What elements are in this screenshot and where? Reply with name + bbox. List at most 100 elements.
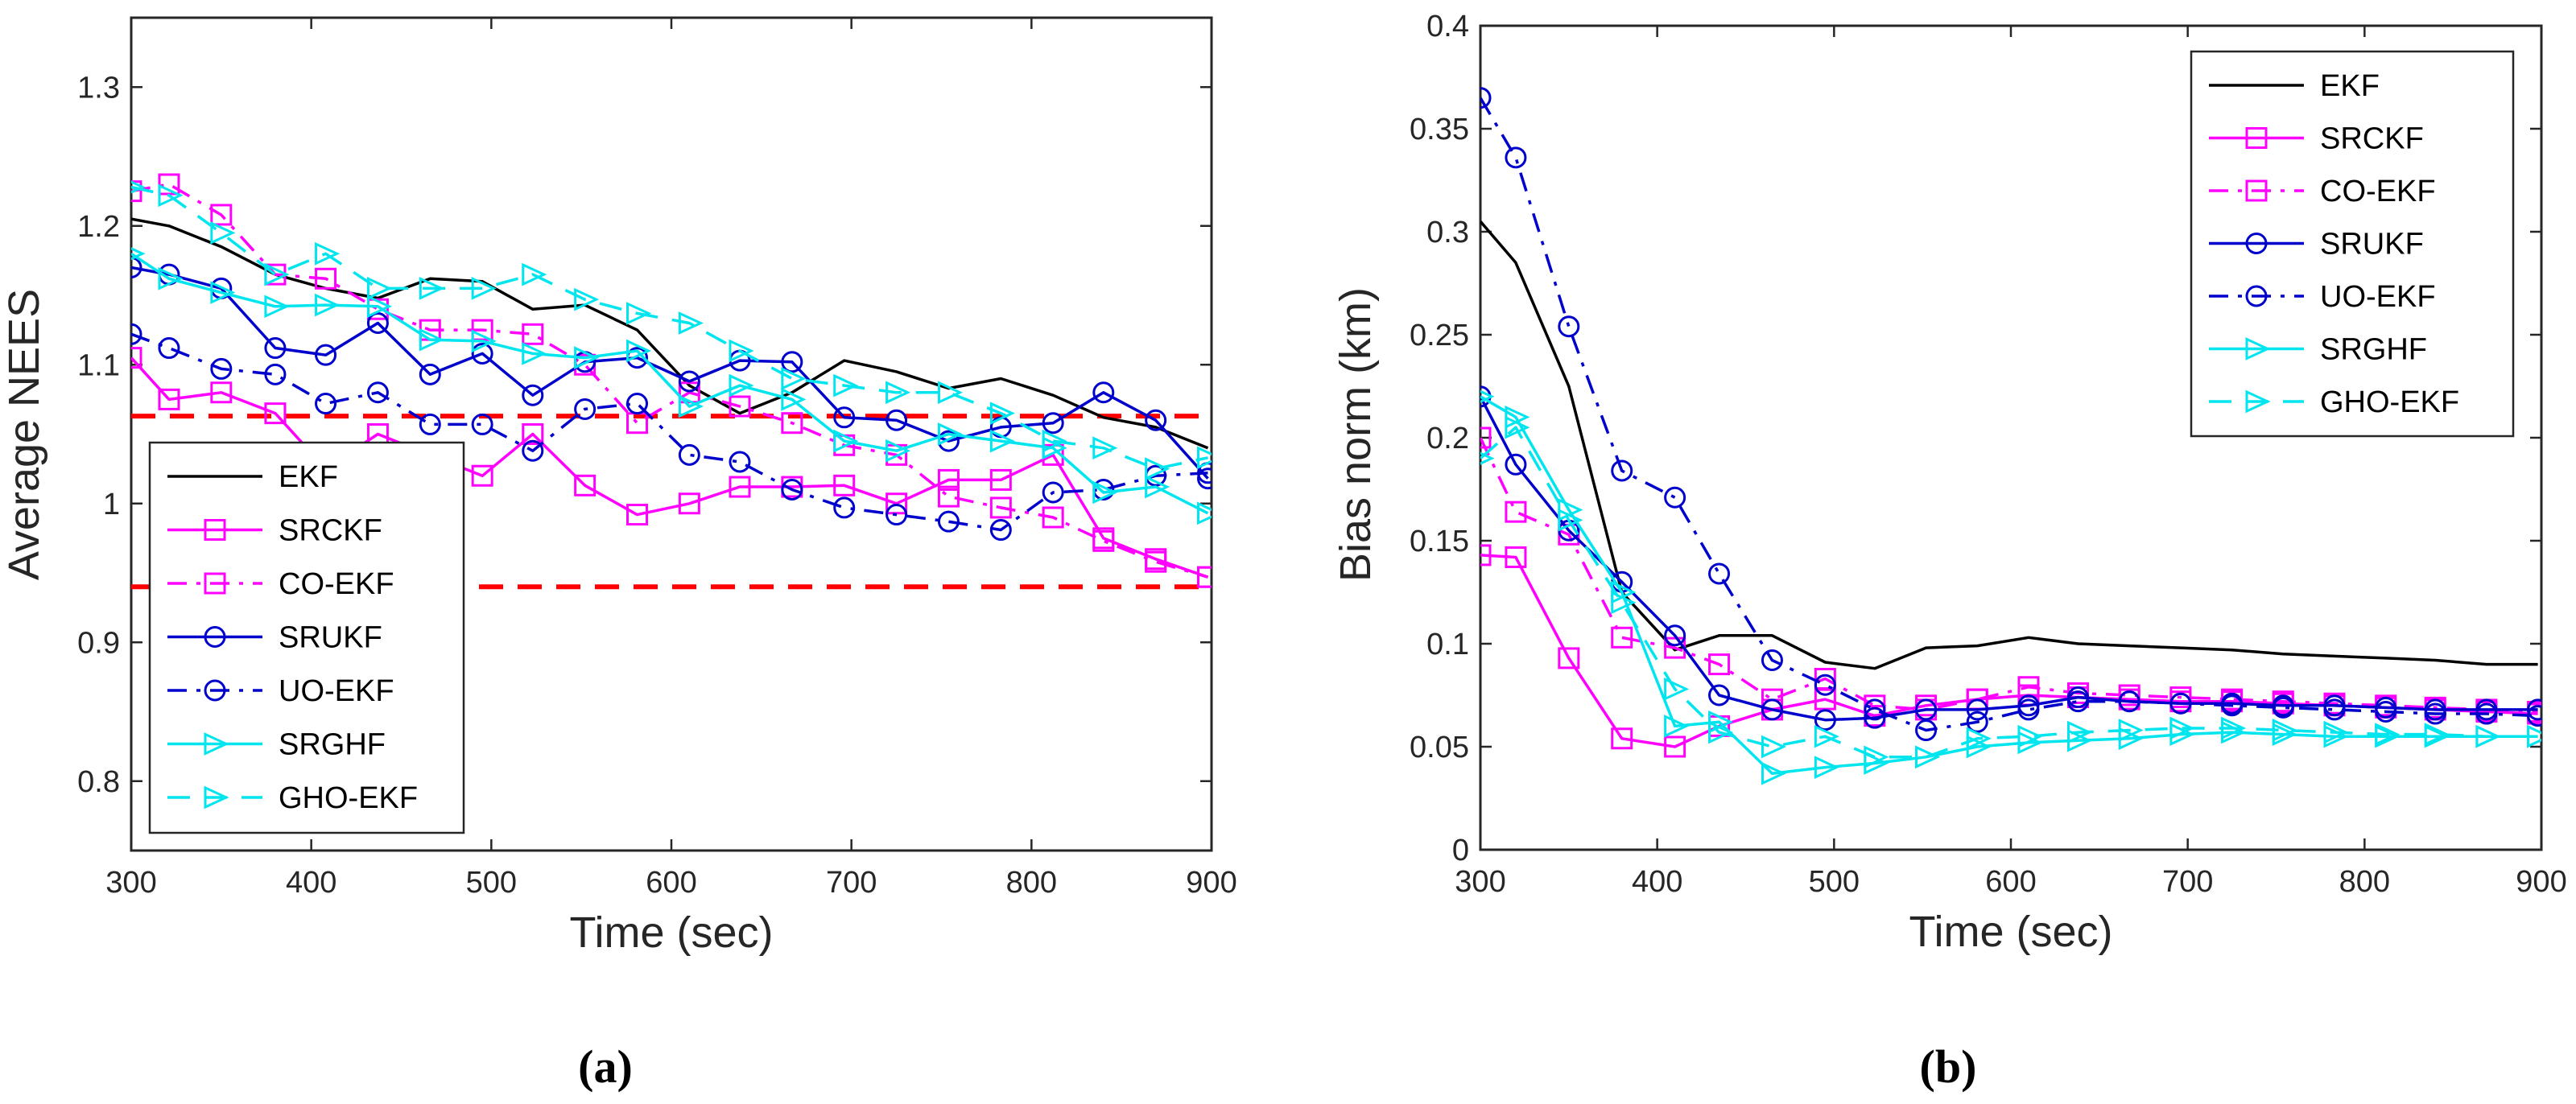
x-tick-label: 300 (1455, 865, 1505, 899)
data-point-srukf (833, 406, 856, 429)
data-point-gho-ekf (1966, 727, 1992, 751)
x-tick-label: 500 (1809, 865, 1860, 899)
data-point-co-ekf (2118, 684, 2140, 706)
x-tick-label: 500 (466, 866, 517, 900)
data-point-srghf (1480, 389, 1495, 403)
data-point-uo-ekf (989, 519, 1012, 542)
data-point-srghf (366, 295, 393, 319)
x-tick-label: 400 (1632, 865, 1682, 899)
data-point-srukf (1966, 698, 1988, 721)
x-axis-label: Time (sec) (570, 908, 774, 957)
data-point-uo-ekf (131, 323, 142, 345)
data-point-srukf (1042, 412, 1064, 435)
legend-marker-srukf (2245, 233, 2268, 254)
data-point-uo-ekf (2323, 698, 2346, 721)
legend-label-gho-ekf: GHO-EKF (2320, 385, 2459, 419)
data-point-gho-ekf (781, 367, 807, 390)
series-line-srckf (131, 356, 1209, 579)
data-point-co-ekf (210, 204, 233, 226)
legend-marker-srghf (2245, 337, 2271, 360)
data-point-gho-ekf (471, 277, 497, 300)
caption-a: (a) (578, 1040, 633, 1093)
y-tick-label: 1.1 (77, 348, 120, 382)
data-point-srukf (366, 312, 389, 334)
data-point-uo-ekf (522, 439, 544, 462)
data-point-gho-ekf (1708, 720, 1734, 744)
x-tick-label: 700 (826, 866, 877, 900)
data-point-gho-ekf (2527, 724, 2541, 748)
series-line-uo-ekf (1480, 97, 2538, 732)
data-point-srukf (1814, 709, 1836, 731)
data-point-co-ekf (1092, 529, 1115, 552)
series-line-gho-ekf (131, 185, 1208, 471)
data-point-gho-ekf (2424, 723, 2450, 746)
legend-label-co-ekf: CO-EKF (279, 567, 394, 601)
series-ekf (131, 217, 1209, 450)
data-point-gho-ekf (210, 221, 236, 245)
data-point-gho-ekf (1092, 436, 1118, 460)
y-tick-label: 1 (103, 488, 120, 521)
legend-label-srukf: SRUKF (2320, 228, 2424, 262)
data-point-srghf (158, 266, 184, 290)
data-point-srghf (833, 429, 859, 453)
data-point-srghf (131, 247, 146, 261)
data-point-uo-ekf (2221, 694, 2244, 717)
data-point-srghf (729, 373, 754, 398)
data-point-srukf (1761, 698, 1783, 721)
data-point-co-ekf (131, 180, 142, 203)
data-point-srghf (678, 394, 704, 418)
data-point-srckf (1611, 727, 1633, 750)
x-tick-label: 400 (286, 866, 336, 900)
legend-label-srckf: SRCKF (279, 514, 382, 548)
data-point-srghf (1664, 715, 1690, 738)
data-point-co-ekf (1480, 426, 1492, 449)
data-point-uo-ekf (366, 381, 389, 404)
data-point-co-ekf (1505, 501, 1527, 523)
data-point-gho-ekf (158, 183, 184, 208)
data-point-uo-ekf (315, 393, 337, 415)
data-point-srukf (471, 342, 493, 365)
data-point-srckf (1558, 647, 1580, 669)
caption-b: (b) (1920, 1040, 1977, 1093)
data-point-gho-ekf (522, 262, 547, 286)
x-tick-label: 900 (2516, 865, 2566, 899)
data-point-gho-ekf (2375, 723, 2401, 746)
data-point-uo-ekf (264, 363, 287, 385)
data-point-co-ekf (781, 412, 803, 435)
legend: EKF SRCKF CO-EKF SRUKF UO-EKF SRGHF GHO-EKF (2190, 50, 2515, 438)
data-point-srghf (781, 388, 807, 411)
legend-marker-co-ekf (2245, 179, 2268, 202)
data-point-uo-ekf (1814, 674, 1836, 696)
series-line-uo-ekf (131, 332, 1208, 532)
data-point-uo-ekf (1864, 698, 1886, 721)
data-point-uo-ekf (1664, 486, 1686, 509)
data-point-co-ekf (315, 267, 337, 290)
data-point-srukf (315, 344, 337, 366)
data-point-srukf (1197, 468, 1212, 490)
data-point-gho-ekf (2017, 724, 2043, 748)
data-point-srghf (886, 439, 911, 463)
data-point-co-ekf (989, 496, 1012, 519)
chart-panel-a: 300 400 500 600 700 800 900 0.8 0.9 1 1.1 1.2 1.3 Tim… (0, 16, 1237, 957)
data-point-gho-ekf (1505, 415, 1530, 439)
series-line-co-ekf (131, 183, 1208, 579)
data-point-gho-ekf (315, 241, 341, 266)
data-point-gho-ekf (1864, 745, 1889, 769)
data-point-gho-ekf (1611, 591, 1637, 615)
data-point-srukf (1864, 706, 1886, 729)
data-point-uo-ekf (574, 398, 597, 420)
data-point-srckf (471, 464, 493, 487)
series-line-ekf (131, 217, 1209, 450)
data-point-gho-ekf (419, 277, 444, 300)
data-point-srukf (1664, 624, 1686, 647)
legend-marker-co-ekf (204, 572, 226, 595)
data-point-srghf (937, 422, 964, 446)
data-point-srghf (1092, 480, 1118, 505)
data-point-gho-ekf (1915, 745, 1941, 769)
data-point-srckf (886, 492, 908, 515)
y-tick-label: 1.2 (77, 210, 120, 244)
data-point-srghf (574, 346, 600, 369)
legend-label-srghf: SRGHF (2320, 333, 2427, 367)
data-point-gho-ekf (989, 402, 1015, 425)
